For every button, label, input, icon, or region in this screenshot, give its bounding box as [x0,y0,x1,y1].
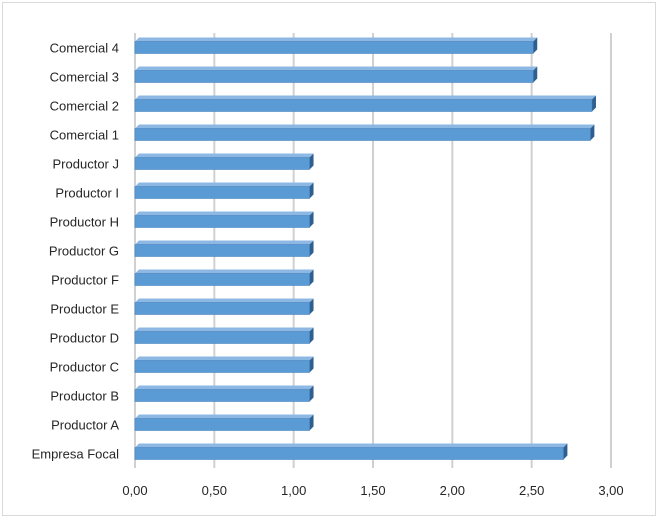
bar-side-face [309,153,314,170]
bar-front-face [134,331,310,344]
bar-comercial-2 [134,95,596,112]
bar-top-face [135,182,314,187]
category-label-comercial-2: Comercial 2 [50,99,119,114]
bar-productor-b [134,385,314,402]
x-tick-label-6: 3,00 [598,483,623,498]
bar-front-face [134,273,310,286]
bar-front-face [134,157,310,170]
bar-side-face [591,95,596,112]
bar-side-face [563,443,568,460]
bar-productor-e [134,298,314,315]
chart-frame: Empresa Focal Productor A Productor B Produ… [2,2,656,516]
bar-productor-j [134,153,314,170]
bar-productor-i [134,182,314,199]
bar-side-face [309,182,314,199]
bar-side-face [309,211,314,228]
category-label-productor-b: Productor B [50,389,119,404]
bar-side-face [309,298,314,315]
bar-side-face [533,66,538,83]
bar-top-face [135,240,314,245]
bar-top-face [135,414,314,419]
bar-side-face [309,240,314,257]
x-tick-labels: 0,00 0,50 1,00 1,50 2,00 2,50 3,00 [122,483,623,498]
x-tick-label-0: 0,00 [122,483,147,498]
bar-side-face [309,414,314,431]
bar-front-face [134,70,534,83]
category-label-productor-i: Productor I [55,186,119,201]
x-tick-label-1: 0,50 [202,483,227,498]
bar-front-face [134,418,310,431]
category-label-comercial-1: Comercial 1 [50,128,119,143]
bar-top-face [135,124,595,129]
bar-side-face [309,269,314,286]
category-label-empresa-focal: Empresa Focal [32,447,120,462]
bar-top-face [135,153,314,158]
category-label-productor-h: Productor H [50,215,119,230]
bars [134,37,596,460]
category-label-productor-j: Productor J [53,157,119,172]
category-label-productor-e: Productor E [50,302,119,317]
bar-productor-g [134,240,314,257]
x-tick-label-3: 1,50 [360,483,385,498]
bar-side-face [309,385,314,402]
category-label-productor-a: Productor A [51,418,119,433]
bar-chart: Empresa Focal Productor A Productor B Produ… [32,33,624,498]
bar-empresa-focal [134,443,568,460]
bar-front-face [134,99,593,112]
bar-front-face [134,215,310,228]
bar-front-face [134,244,310,257]
bar-front-face [134,128,591,141]
bar-productor-f [134,269,314,286]
category-label-productor-f: Productor F [51,273,119,288]
bar-productor-d [134,327,314,344]
bar-front-face [134,360,310,373]
bar-front-face [134,302,310,315]
category-label-comercial-3: Comercial 3 [50,70,119,85]
bar-comercial-4 [134,37,538,54]
bar-front-face [134,389,310,402]
bar-side-face [533,37,538,54]
bar-top-face [135,269,314,274]
category-label-productor-c: Productor C [50,360,119,375]
bar-comercial-1 [134,124,595,141]
bar-top-face [135,356,314,361]
bar-top-face [135,211,314,216]
bar-productor-h [134,211,314,228]
bar-top-face [135,95,596,100]
bar-side-face [309,356,314,373]
bar-productor-c [134,356,314,373]
bar-side-face [590,124,595,141]
bar-top-face [135,443,568,448]
bar-top-face [135,385,314,390]
bar-productor-a [134,414,314,431]
bar-front-face [134,186,310,199]
bar-side-face [309,327,314,344]
bar-top-face [135,37,538,42]
x-tick-label-4: 2,00 [440,483,465,498]
bar-front-face [134,447,564,460]
bar-top-face [135,327,314,332]
x-tick-label-5: 2,50 [519,483,544,498]
category-label-comercial-4: Comercial 4 [50,41,119,56]
bar-top-face [135,66,538,71]
bar-front-face [134,41,534,54]
bar-comercial-3 [134,66,538,83]
x-tick-label-2: 1,00 [281,483,306,498]
bar-top-face [135,298,314,303]
category-label-productor-g: Productor G [49,244,119,259]
category-label-productor-d: Productor D [50,331,119,346]
category-labels: Empresa Focal Productor A Productor B Produ… [32,41,120,462]
